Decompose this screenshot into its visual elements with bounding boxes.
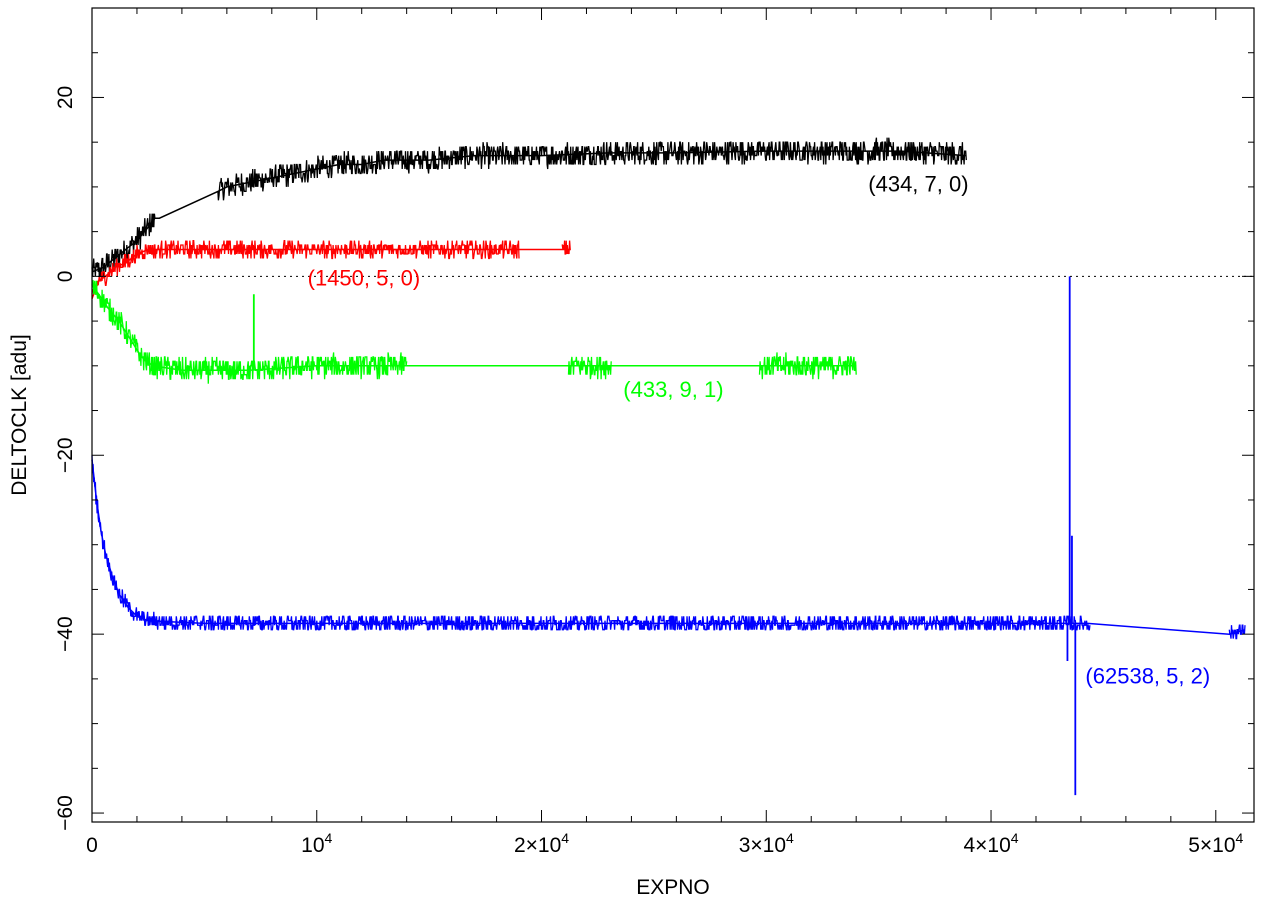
series-label: (433, 9, 1): [623, 377, 723, 402]
x-tick-label: 2×104: [514, 830, 569, 857]
x-tick-label: 0: [86, 834, 98, 857]
series-label: (434, 7, 0): [868, 171, 968, 196]
y-tick-label: −60: [54, 795, 77, 831]
series-2: [91, 280, 857, 384]
label-layer: (434, 7, 0) (1450, 5, 0) (433, 9, 1) (62538…: [308, 171, 1211, 688]
x-tick-label: 104: [301, 830, 332, 857]
y-tick-label: −20: [54, 437, 77, 473]
y-tick-label: 0: [54, 271, 77, 283]
tick-layer: 0 104 2×104 3×104 4×104 5×104 20 0 −20 −40 −60: [54, 8, 1254, 857]
series-3: [91, 276, 1246, 796]
series-0: [91, 137, 967, 278]
x-axis-title: EXPNO: [636, 876, 710, 899]
y-tick-label: −40: [54, 616, 77, 652]
series-noise-band: [91, 239, 571, 295]
y-axis-title: DELTOCLK [adu]: [8, 334, 31, 495]
series-label: (62538, 5, 2): [1085, 663, 1210, 688]
y-tick-label: 20: [54, 86, 77, 109]
series-noise-band: [91, 455, 1246, 640]
series-layer: [91, 137, 1246, 796]
x-tick-label: 3×104: [739, 830, 794, 857]
series-label: (1450, 5, 0): [308, 265, 421, 290]
series-noise-band: [91, 280, 857, 384]
x-tick-label: 5×104: [1188, 830, 1243, 857]
series-noise-band: [91, 137, 967, 278]
plot-frame: [91, 7, 1255, 823]
x-tick-label: 4×104: [963, 830, 1018, 857]
